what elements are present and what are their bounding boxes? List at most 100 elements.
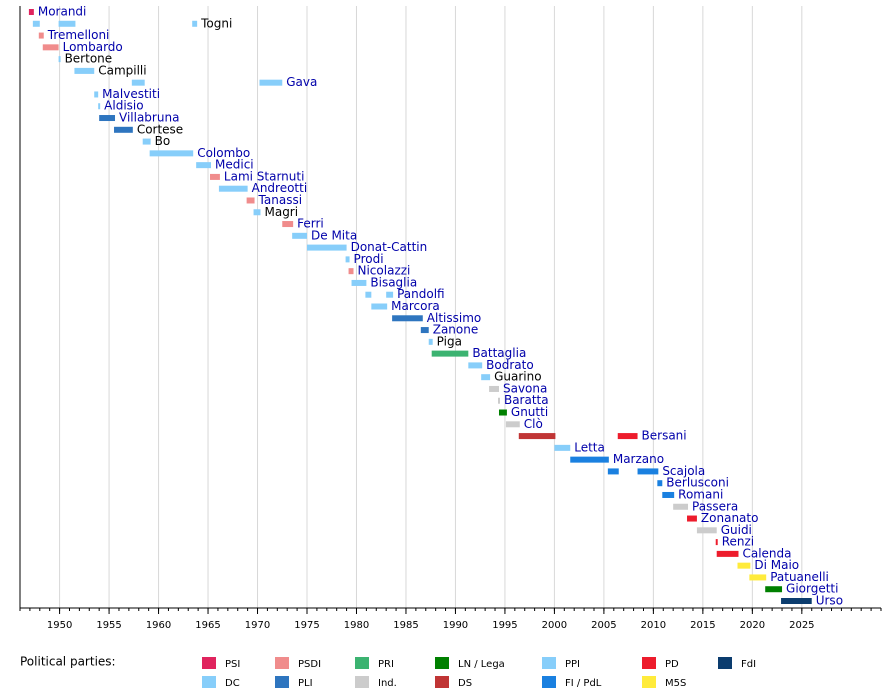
term-bar (431, 350, 469, 357)
minister-label: Malvestiti (102, 87, 160, 101)
term-bar (282, 221, 294, 228)
x-tick-label: 2000 (542, 620, 567, 631)
minister-label: Baratta (504, 393, 549, 407)
term-bar (210, 173, 220, 180)
x-tick-label: 2010 (641, 620, 666, 631)
term-bar (505, 421, 520, 428)
x-tick-label: 2005 (591, 620, 616, 631)
term-bar (371, 303, 388, 310)
minister-label: Zonanato (701, 511, 759, 525)
legend-label: FI / PdL (565, 678, 602, 689)
legend-swatch (642, 657, 656, 669)
legend-label: PD (665, 659, 679, 670)
term-bar (32, 20, 40, 27)
minister-label: Lombardo (63, 40, 123, 54)
minister-label: Marcora (391, 299, 440, 313)
minister-label: Magri (264, 205, 298, 219)
minister-label: Scajola (662, 464, 705, 478)
legend-label: PPI (565, 659, 580, 670)
minister-label: Guarino (494, 370, 541, 384)
minister-label: Altissimo (427, 311, 481, 325)
term-bar (345, 256, 350, 263)
term-bar (749, 574, 767, 581)
term-bar (570, 456, 609, 463)
term-bar (142, 138, 151, 145)
minister-label: Bo (155, 134, 171, 148)
minister-label: Medici (215, 158, 254, 172)
minister-label: Patuanelli (770, 570, 829, 584)
term-bar (192, 20, 198, 27)
legend-swatch (355, 657, 369, 669)
term-bar (292, 232, 307, 239)
term-bar (58, 20, 76, 27)
term-bar (218, 185, 248, 192)
minister-label: Piga (437, 334, 462, 348)
term-bar (696, 527, 717, 534)
minister-label: Zanone (433, 323, 479, 337)
legend-label: FdI (741, 659, 756, 670)
term-bar (149, 150, 194, 157)
x-tick-label: 2020 (740, 620, 765, 631)
x-tick-label: 1960 (146, 620, 171, 631)
minister-label: Pandolfi (397, 287, 445, 301)
x-tick-label: 1970 (245, 620, 270, 631)
legend-swatch (642, 676, 656, 688)
minister-label: Berlusconi (666, 476, 729, 490)
minister-label: Morandi (38, 5, 87, 19)
minister-label: Prodi (354, 252, 384, 266)
term-bar (392, 315, 423, 322)
term-bar (259, 79, 283, 86)
term-bar (351, 279, 367, 286)
term-bar (607, 468, 619, 475)
term-bar (765, 586, 783, 593)
term-bar (253, 209, 261, 216)
legend-label: PSI (225, 659, 240, 670)
term-bar (94, 91, 99, 98)
term-bar (42, 44, 59, 51)
term-bar (28, 9, 34, 15)
term-bar (715, 539, 718, 546)
term-bar (74, 67, 95, 74)
term-bar (38, 32, 44, 39)
term-bar (365, 291, 372, 298)
minister-label: Aldisio (104, 99, 143, 113)
minister-label: Clò (524, 417, 543, 431)
term-bar (420, 327, 429, 334)
x-tick-label: 2015 (690, 620, 715, 631)
term-bar (98, 103, 101, 110)
minister-label: Guidi (721, 523, 752, 537)
minister-label: Campilli (98, 63, 146, 77)
x-tick-label: 1975 (294, 620, 319, 631)
term-bar (386, 291, 394, 298)
minister-label: Giorgetti (786, 582, 838, 596)
legend-label: PLI (298, 678, 313, 689)
x-tick-label: 1955 (96, 620, 121, 631)
legend-swatch (718, 657, 732, 669)
minister-label: Letta (574, 440, 605, 454)
minister-label: Tanassi (258, 193, 303, 207)
term-bar (687, 515, 697, 522)
legend-swatch (275, 657, 289, 669)
minister-label: Bodrato (486, 358, 534, 372)
minister-label: Gava (286, 75, 317, 89)
x-tick-label: 2025 (789, 620, 814, 631)
legend-label: PSDI (298, 659, 321, 670)
term-bar (673, 503, 689, 510)
minister-label: Ferri (297, 217, 324, 231)
legend-label: DC (225, 678, 240, 689)
x-tick-label: 1965 (195, 620, 220, 631)
legend-label: PRI (378, 659, 394, 670)
minister-label: Calenda (742, 546, 791, 560)
term-bar (468, 362, 483, 369)
term-bar (518, 433, 556, 440)
minister-label: Battaglia (472, 346, 526, 360)
minister-label: Di Maio (754, 558, 799, 572)
term-bar (781, 598, 812, 604)
legend-swatch (202, 657, 216, 669)
minister-label: De Mita (311, 228, 357, 242)
x-tick-label: 1950 (47, 620, 72, 631)
minister-label: Cortese (137, 122, 183, 136)
term-bar (657, 480, 663, 487)
x-tick-label: 1980 (344, 620, 369, 631)
